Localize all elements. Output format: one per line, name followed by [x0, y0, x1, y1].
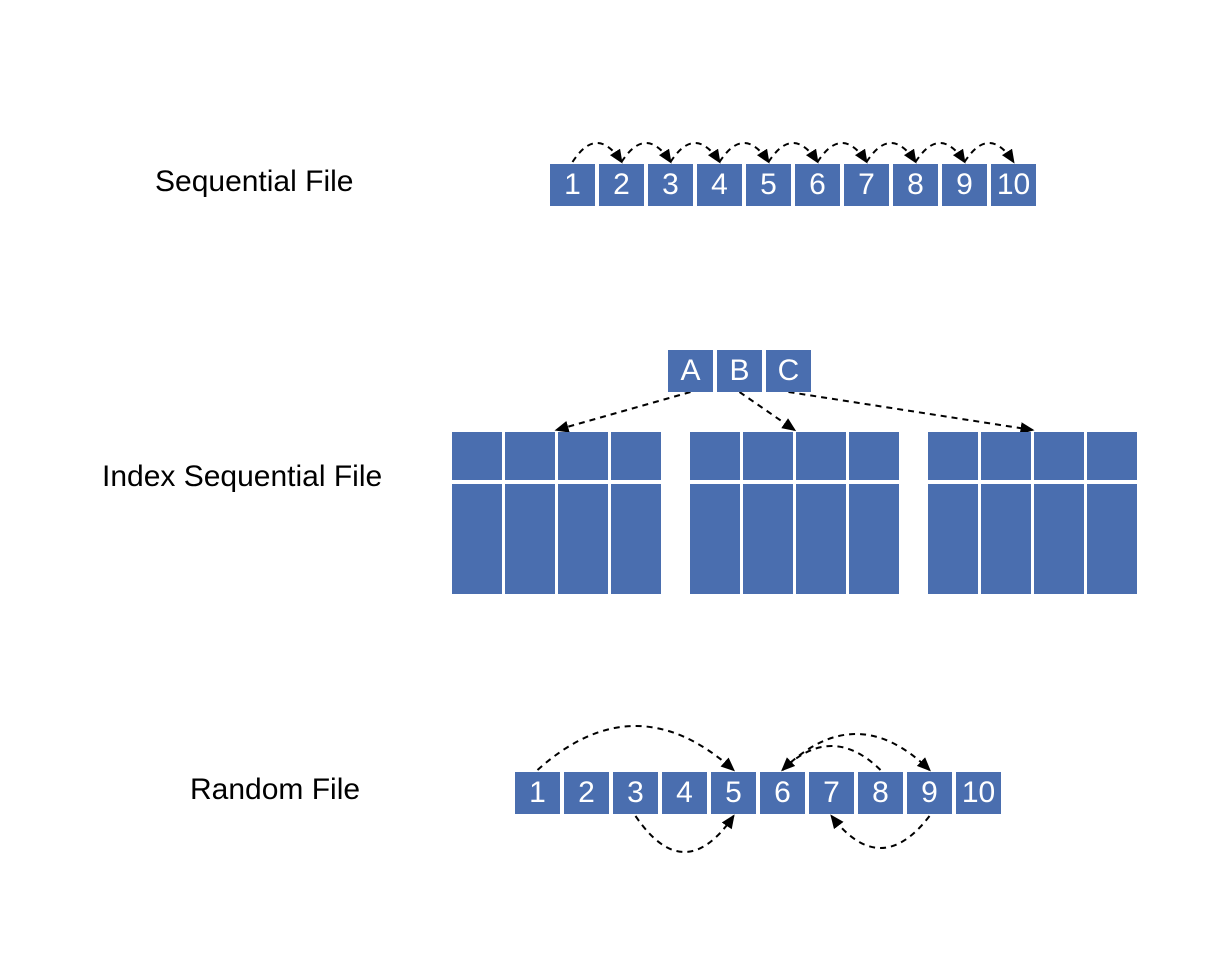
index-group-body-block [452, 484, 502, 594]
index-cell: A [668, 350, 713, 392]
random-cell: 6 [760, 772, 805, 814]
sequential-cell: 10 [991, 164, 1036, 206]
random-cell: 8 [858, 772, 903, 814]
index-group-body-block [1087, 484, 1137, 594]
index-group-header-block [796, 432, 846, 480]
random-file-label: Random File [190, 773, 360, 807]
index-sequential-file-label: Index Sequential File [102, 460, 382, 494]
index-cell: C [766, 350, 811, 392]
random-cell: 10 [956, 772, 1001, 814]
index-group-header-block [558, 432, 608, 480]
index-group-header-block [849, 432, 899, 480]
random-cell: 1 [515, 772, 560, 814]
index-group-header-block [981, 432, 1031, 480]
sequential-file-label: Sequential File [155, 165, 353, 199]
index-group-header-block [928, 432, 978, 480]
random-cell: 3 [613, 772, 658, 814]
index-group-header-block [611, 432, 661, 480]
sequential-cell: 8 [893, 164, 938, 206]
index-group-body-block [981, 484, 1031, 594]
sequential-cell: 6 [795, 164, 840, 206]
sequential-cell: 2 [599, 164, 644, 206]
random-cell: 4 [662, 772, 707, 814]
index-group-body-block [505, 484, 555, 594]
sequential-cell: 3 [648, 164, 693, 206]
sequential-cell: 1 [550, 164, 595, 206]
random-cell: 5 [711, 772, 756, 814]
index-group-body-block [558, 484, 608, 594]
sequential-cell: 7 [844, 164, 889, 206]
index-group-body-block [1034, 484, 1084, 594]
index-group-body-block [743, 484, 793, 594]
index-group-header-block [690, 432, 740, 480]
index-group-body-block [611, 484, 661, 594]
index-group-header-block [1034, 432, 1084, 480]
diagram-container: Sequential File Index Sequential File Rand… [0, 0, 1225, 980]
random-cell: 9 [907, 772, 952, 814]
sequential-cell: 5 [746, 164, 791, 206]
sequential-cell: 9 [942, 164, 987, 206]
index-group-body-block [796, 484, 846, 594]
index-group-header-block [743, 432, 793, 480]
index-cell: B [717, 350, 762, 392]
index-group-header-block [1087, 432, 1137, 480]
index-group-body-block [690, 484, 740, 594]
index-group-body-block [928, 484, 978, 594]
sequential-cell: 4 [697, 164, 742, 206]
index-group-header-block [505, 432, 555, 480]
index-group-body-block [849, 484, 899, 594]
random-cell: 2 [564, 772, 609, 814]
index-group-header-block [452, 432, 502, 480]
random-cell: 7 [809, 772, 854, 814]
